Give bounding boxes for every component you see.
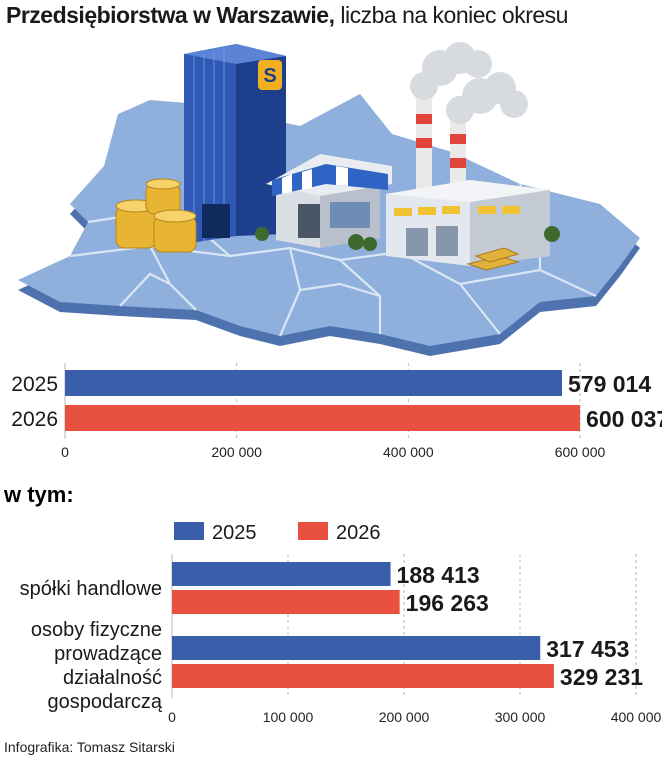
breakdown-title: w tym:: [3, 482, 74, 507]
value-label: 579 014: [568, 371, 651, 397]
title-normal: liczba na koniec okresu: [340, 2, 568, 28]
legend-label: 2026: [336, 522, 381, 544]
logo-letter: S: [263, 65, 276, 87]
legend-label: 2025: [212, 522, 257, 544]
x-tick-label: 400 000: [383, 444, 434, 460]
category-label: osoby fizyczne: [31, 619, 162, 641]
factory-icon: [386, 42, 550, 266]
total-companies-chart: 2025 579 014 2026 600 037 0 200 000 400 000 60…: [11, 363, 662, 460]
breakdown-chart: w tym: 2025 2026 188 413 317 453 196 263 329…: [3, 482, 662, 725]
value-label: 317 453: [546, 636, 629, 662]
credit-text: Infografika: Tomasz Sitarski: [4, 739, 175, 755]
bar-2026: [65, 405, 581, 431]
chart-title: Przedsiębiorstwa w Warszawie, liczba na …: [6, 2, 568, 29]
x-tick-label: 300 000: [495, 709, 546, 725]
category-label: spółki handlowe: [20, 578, 162, 600]
office-tower-icon: S: [184, 44, 286, 244]
shop-icon: [266, 154, 392, 248]
category-label: gospodarczą: [47, 691, 162, 713]
bar-2025: [65, 370, 562, 396]
x-tick-label: 0: [61, 444, 69, 460]
business-illustration: S: [18, 42, 640, 356]
value-label: 329 231: [560, 664, 643, 690]
trees-icon: [255, 226, 560, 251]
x-tick-label: 200 000: [379, 709, 430, 725]
legend-swatch: [298, 522, 328, 540]
value-label: 188 413: [397, 562, 480, 588]
x-tick-label: 400 000: [611, 709, 662, 725]
category-label: prowadzące: [54, 643, 162, 665]
category-label: działalność: [63, 667, 162, 689]
district-borders: [69, 183, 597, 337]
x-tick-label: 0: [168, 709, 176, 725]
x-tick-label: 200 000: [211, 444, 262, 460]
value-label: 600 037: [586, 406, 662, 432]
legend-swatch: [174, 522, 204, 540]
value-label: 196 263: [406, 590, 489, 616]
gold-bars-icon: [466, 247, 520, 271]
x-tick-label: 600 000: [555, 444, 606, 460]
bar-2025: [172, 562, 391, 586]
category-label: 2026: [11, 408, 58, 431]
bar-2026: [172, 664, 554, 688]
bar-2025: [172, 636, 541, 660]
title-bold: Przedsiębiorstwa w Warszawie,: [6, 2, 335, 28]
category-label: 2025: [11, 373, 58, 396]
bar-2026: [172, 590, 400, 614]
coins-icon: [115, 178, 197, 253]
x-tick-label: 100 000: [263, 709, 314, 725]
